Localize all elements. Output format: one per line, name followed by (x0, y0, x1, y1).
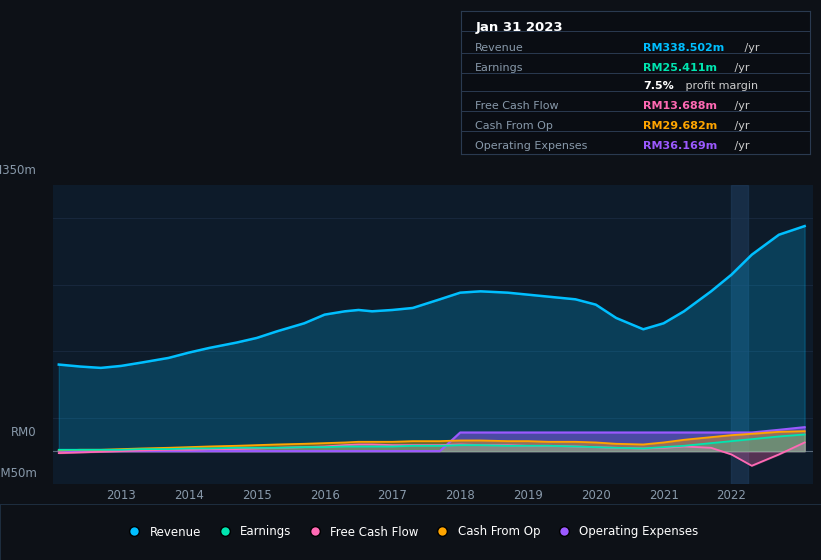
Text: RM25.411m: RM25.411m (643, 63, 717, 73)
Text: RM0: RM0 (11, 426, 37, 439)
Text: 7.5%: 7.5% (643, 81, 673, 91)
Text: /yr: /yr (731, 63, 750, 73)
Text: -RM50m: -RM50m (0, 466, 37, 480)
Text: /yr: /yr (731, 101, 750, 111)
Text: Jan 31 2023: Jan 31 2023 (475, 21, 563, 34)
Text: RM36.169m: RM36.169m (643, 141, 717, 151)
Text: RM350m: RM350m (0, 164, 37, 178)
Text: /yr: /yr (731, 121, 750, 131)
Bar (732, 185, 749, 484)
Text: /yr: /yr (731, 141, 750, 151)
Text: Revenue: Revenue (475, 43, 524, 53)
Text: Operating Expenses: Operating Expenses (475, 141, 588, 151)
Text: RM13.688m: RM13.688m (643, 101, 717, 111)
Text: RM338.502m: RM338.502m (643, 43, 724, 53)
Text: /yr: /yr (741, 43, 759, 53)
Text: RM29.682m: RM29.682m (643, 121, 717, 131)
Legend: Revenue, Earnings, Free Cash Flow, Cash From Op, Operating Expenses: Revenue, Earnings, Free Cash Flow, Cash … (118, 521, 703, 543)
Text: profit margin: profit margin (682, 81, 758, 91)
Text: Free Cash Flow: Free Cash Flow (475, 101, 559, 111)
Text: Cash From Op: Cash From Op (475, 121, 553, 131)
Text: Earnings: Earnings (475, 63, 524, 73)
